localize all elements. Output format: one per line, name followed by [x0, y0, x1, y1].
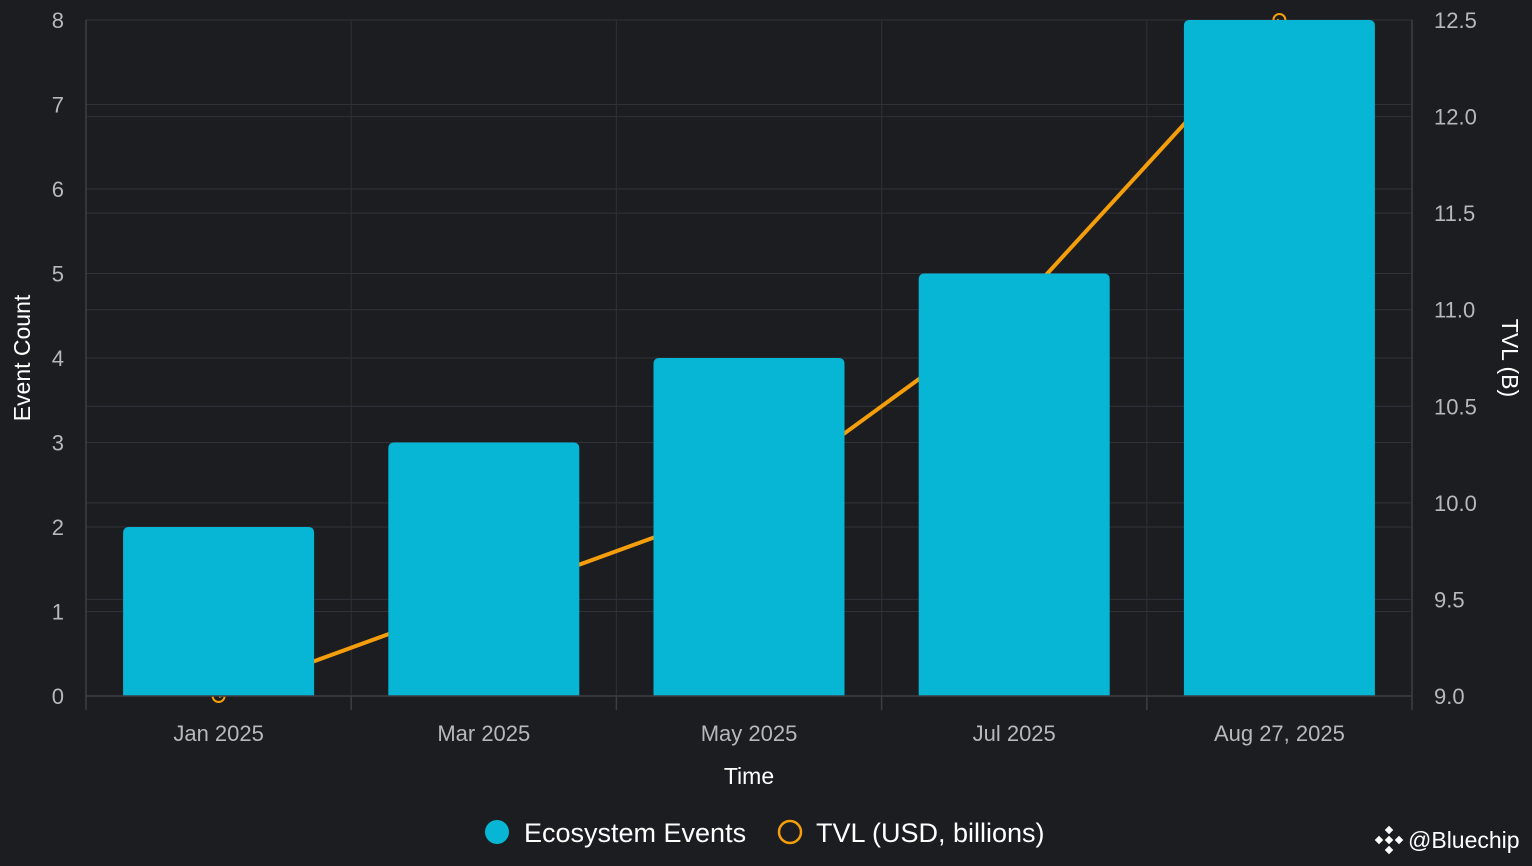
legend-label-ecosystem-events: Ecosystem Events — [524, 818, 746, 848]
axes: 0 1 2 3 4 5 6 7 8 9.0 9.5 10.0 10.5 11.0 11.5 12.0 12.5 J… — [52, 8, 1477, 746]
y2-axis-title: TVL (B) — [1497, 319, 1523, 397]
x-axis-title: Time — [724, 763, 774, 789]
x-tick-label: Mar 2025 — [437, 721, 530, 746]
y-tick-label: 5 — [52, 262, 64, 287]
y-tick-label: 2 — [52, 515, 64, 540]
y2-tick-label: 11.5 — [1434, 201, 1475, 226]
bar-ecosystem-events — [918, 273, 1110, 696]
y2-tick-label: 12.0 — [1434, 105, 1477, 130]
watermark-text: @Bluechip — [1408, 827, 1520, 853]
y-tick-label: 6 — [52, 177, 64, 202]
y-tick-label: 7 — [52, 93, 64, 118]
y2-tick-label: 11.0 — [1434, 298, 1475, 323]
y2-tick-label: 12.5 — [1434, 8, 1477, 33]
bar-ecosystem-events — [1183, 20, 1375, 696]
bar-ecosystem-events — [653, 358, 845, 696]
y2-tick-label: 9.5 — [1434, 587, 1465, 612]
y-tick-label: 0 — [52, 684, 64, 709]
x-tick-label: May 2025 — [701, 721, 798, 746]
legend-label-tvl: TVL (USD, billions) — [816, 818, 1045, 848]
legend-item-tvl[interactable]: TVL (USD, billions) — [777, 818, 1045, 848]
event-bars — [123, 20, 1375, 696]
y-axis-title: Event Count — [9, 294, 35, 421]
bar-ecosystem-events — [388, 442, 580, 696]
y2-tick-label: 9.0 — [1434, 684, 1465, 709]
y2-tick-label: 10.0 — [1434, 491, 1477, 516]
x-tick-label: Jan 2025 — [173, 721, 264, 746]
x-tick-label: Aug 27, 2025 — [1214, 721, 1345, 746]
legend-marker-ecosystem-events — [485, 820, 509, 844]
y-tick-label: 1 — [52, 600, 64, 625]
y-tick-label: 8 — [52, 8, 64, 33]
x-tick-label: Jul 2025 — [973, 721, 1056, 746]
y-tick-label: 4 — [52, 346, 64, 371]
legend-marker-tvl — [777, 819, 803, 845]
y2-tick-label: 10.5 — [1434, 394, 1477, 419]
legend-item-ecosystem-events[interactable]: Ecosystem Events — [485, 818, 746, 848]
bar-ecosystem-events — [123, 527, 315, 696]
legend: Ecosystem Events TVL (USD, billions) — [485, 818, 1045, 848]
y-tick-label: 3 — [52, 431, 64, 456]
